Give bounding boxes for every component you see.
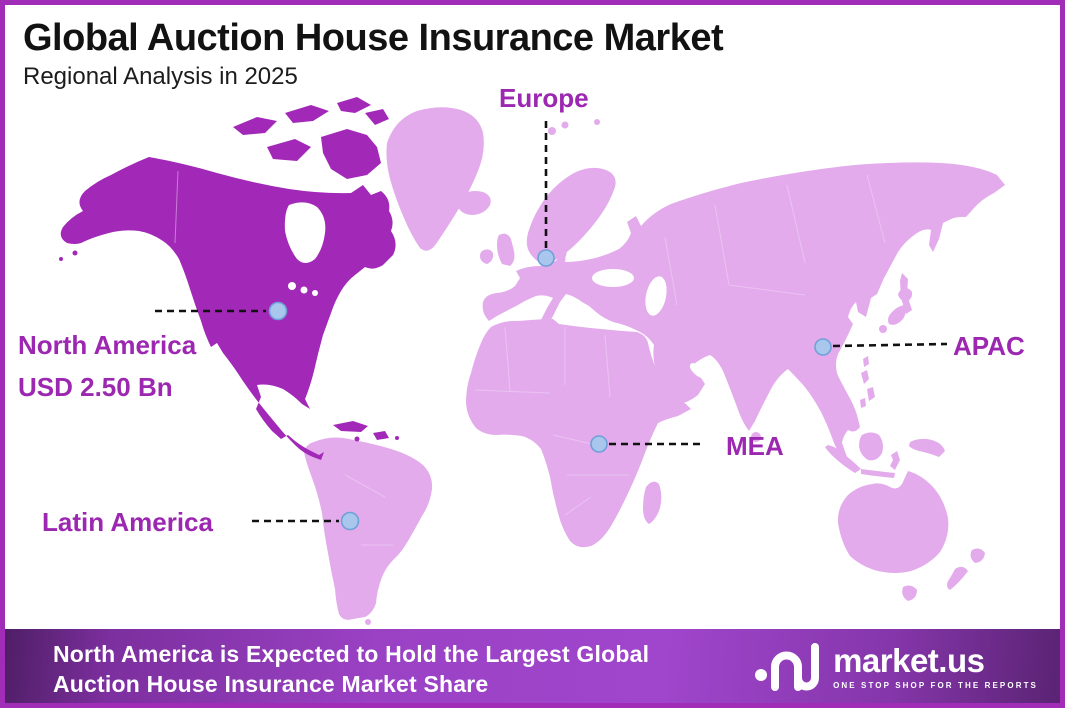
label-north-america-value: USD 2.50 Bn xyxy=(18,372,173,402)
banner-headline-line1: North America is Expected to Hold the La… xyxy=(53,641,650,667)
marker-mea xyxy=(590,435,608,453)
continent-australia xyxy=(837,471,949,573)
islands-new-zealand xyxy=(947,548,985,590)
label-mea: MEA xyxy=(726,431,784,461)
island-tasmania xyxy=(902,585,917,601)
banner-headline: North America is Expected to Hold the La… xyxy=(53,639,649,699)
island-svalbard xyxy=(561,121,569,129)
sea-hudson-bay xyxy=(284,202,326,263)
island-ireland xyxy=(480,249,494,264)
marker-apac xyxy=(814,338,832,356)
island-sumatra xyxy=(825,445,861,473)
islands-canadian-arctic xyxy=(233,97,389,179)
island-svalbard xyxy=(548,127,556,135)
islands-caribbean xyxy=(333,421,389,440)
island-falklands xyxy=(365,619,371,625)
label-latin-america: Latin America xyxy=(42,507,213,537)
island-jamaica xyxy=(354,436,360,442)
banner-headline-line2: Auction House Insurance Market Share xyxy=(53,671,489,697)
island-great-britain xyxy=(497,233,515,266)
country-borders xyxy=(344,174,886,546)
continent-eurasia xyxy=(482,162,1006,458)
sea-caspian xyxy=(645,276,667,316)
great-lakes xyxy=(288,282,296,290)
islands-philippines xyxy=(860,370,875,408)
footer-banner: North America is Expected to Hold the La… xyxy=(5,629,1060,703)
sea-black-sea xyxy=(592,269,634,287)
island-sri-lanka xyxy=(751,432,761,442)
label-apac: APAC xyxy=(953,331,1025,361)
marketus-tagline: ONE STOP SHOP FOR THE REPORTS xyxy=(833,681,1038,690)
label-europe: Europe xyxy=(499,83,589,113)
island-borneo xyxy=(859,432,883,461)
island-new-guinea xyxy=(909,438,945,457)
marketus-logo[interactable]: market.us ONE STOP SHOP FOR THE REPORTS xyxy=(753,641,1038,693)
island-madagascar xyxy=(643,481,662,524)
leader-line-apac xyxy=(832,342,948,348)
continent-north-america xyxy=(60,157,396,460)
page-subtitle: Regional Analysis in 2025 xyxy=(23,63,298,90)
island-svalbard xyxy=(594,119,600,125)
sea-baltic xyxy=(565,243,595,261)
island-iceland xyxy=(457,191,491,215)
island-java xyxy=(861,469,895,478)
marketus-logo-icon xyxy=(755,643,820,691)
islands-aleutian xyxy=(72,250,78,256)
island-kyushu xyxy=(879,325,887,333)
world-map xyxy=(59,97,1006,625)
marker-europe xyxy=(537,249,555,267)
island-sulawesi xyxy=(890,451,900,470)
marketus-brand: market.us xyxy=(833,642,985,679)
continent-greenland xyxy=(386,107,484,251)
region-scandinavia xyxy=(526,167,616,264)
marker-north-america xyxy=(268,301,288,321)
marker-latin-america xyxy=(340,511,360,531)
marketus-logo-text: market.us ONE STOP SHOP FOR THE REPORTS xyxy=(833,642,1038,691)
border-alaska-canada xyxy=(174,170,179,244)
label-north-america: North America xyxy=(18,330,197,360)
islands-aleutian xyxy=(59,257,63,261)
continent-africa xyxy=(466,319,691,548)
great-lakes xyxy=(300,286,308,294)
great-lakes xyxy=(312,290,318,296)
continent-south-america xyxy=(304,437,433,620)
page-title: Global Auction House Insurance Market xyxy=(23,17,724,59)
island-puerto-rico xyxy=(395,436,399,440)
island-sakhalin xyxy=(900,273,912,314)
sea-persian-gulf xyxy=(689,363,709,379)
island-taiwan xyxy=(863,356,869,367)
